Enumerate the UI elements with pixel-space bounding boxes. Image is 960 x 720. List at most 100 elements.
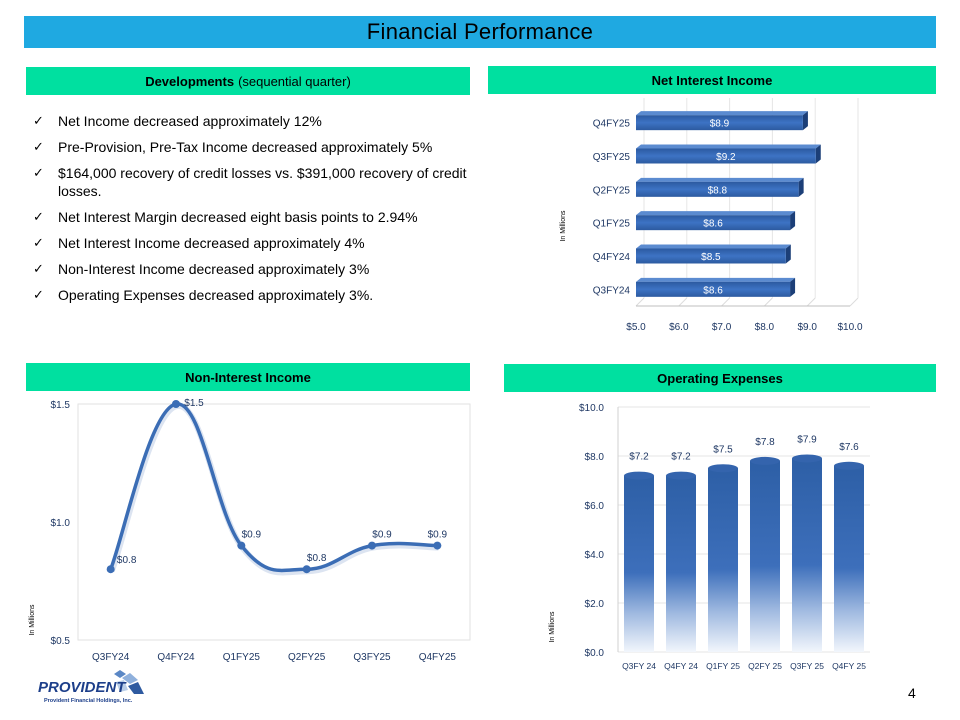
x-tick-label: Q3FY 25 [790, 661, 824, 671]
bar [636, 148, 816, 164]
bar-top [636, 277, 796, 282]
list-item-text: Net Income decreased approximately 12% [58, 113, 322, 129]
bar-value-label: $7.5 [713, 444, 733, 455]
plot-area [77, 403, 471, 641]
bar-side [798, 177, 804, 197]
opex-header: Operating Expenses [504, 364, 936, 392]
bar-value-label: $7.9 [797, 434, 817, 445]
bar [636, 115, 803, 131]
list-item: ✓ Net Interest Margin decreased eight bas… [30, 208, 475, 226]
bar-side [790, 277, 796, 297]
bar-value-label: $7.8 [755, 437, 775, 448]
bar-top [636, 244, 791, 249]
x-tick-label: Q4FY 24 [664, 661, 698, 671]
x-tick-label: Q2FY25 [288, 652, 326, 663]
nii-header: Net Interest Income [488, 66, 936, 94]
data-point [172, 400, 180, 408]
bar [624, 475, 654, 652]
checkmark-icon: ✓ [33, 235, 44, 250]
x-tick-label: $10.0 [837, 322, 862, 333]
line-shadow [108, 403, 439, 576]
bar-side [802, 111, 808, 131]
page-title-bar: Financial Performance [24, 16, 936, 48]
bar [708, 468, 738, 652]
grid-floor-line [721, 297, 730, 307]
data-label: $0.9 [372, 530, 392, 541]
checkmark-icon: ✓ [33, 165, 44, 180]
list-item: ✓ Pre-Provision, Pre-Tax Income decreased… [30, 138, 475, 156]
grid-floor-line [806, 297, 816, 307]
bar-value-label: $9.2 [716, 152, 736, 163]
list-item-text: Operating Expenses decreased approximate… [58, 287, 374, 303]
bar-side [790, 211, 796, 231]
y-tick-label: $1.0 [51, 518, 71, 529]
x-tick-label: Q4FY 25 [832, 661, 866, 671]
x-tick-label: Q2FY 25 [748, 661, 782, 671]
bar-cap [750, 456, 780, 465]
bar [636, 215, 791, 231]
y-tick-label: Q4FY24 [593, 252, 631, 263]
y-tick-label: $1.5 [51, 400, 71, 411]
bar-value-label: $8.8 [708, 185, 728, 196]
bar-top [636, 211, 796, 216]
list-item: ✓ $164,000 recovery of credit losses vs. … [30, 164, 475, 200]
x-tick-label: Q1FY 25 [706, 661, 740, 671]
y-tick-label: $4.0 [585, 550, 605, 561]
bar-cap [666, 471, 696, 480]
y-tick-label: $8.0 [585, 452, 605, 463]
x-tick-label: Q4FY25 [419, 652, 457, 663]
x-tick-label: $9.0 [797, 322, 817, 333]
list-item-text: Non-Interest Income decreased approximat… [58, 261, 370, 277]
bar [636, 281, 791, 297]
bar-value-label: $8.9 [710, 119, 730, 130]
bar-cap [834, 461, 864, 470]
bar-cap [792, 454, 822, 463]
bar-value-label: $8.5 [701, 252, 721, 263]
bar [666, 475, 696, 652]
logo-text: PROVIDENT [38, 679, 127, 696]
y-tick-label: $10.0 [579, 403, 604, 414]
grid-floor-line [764, 297, 773, 307]
developments-header-bold: Developments [145, 73, 235, 89]
x-tick-label: $7.0 [712, 322, 732, 333]
x-tick-label: $5.0 [626, 322, 646, 333]
grid-floor-line [678, 297, 688, 307]
bar [636, 248, 786, 264]
x-tick-label: $8.0 [755, 322, 775, 333]
provident-logo: PROVIDENT Provident Financial Holdings, … [38, 670, 144, 704]
list-item-text: $164,000 recovery of credit losses vs. $… [58, 165, 467, 199]
checkmark-icon: ✓ [33, 139, 44, 154]
noninterest-header: Non-Interest Income [26, 363, 470, 391]
list-item: ✓ Net Interest Income decreased approxima… [30, 234, 475, 252]
bar-value-label: $7.2 [629, 452, 649, 463]
list-item-text: Net Interest Margin decreased eight basi… [58, 209, 418, 225]
bar-top [636, 111, 808, 116]
grid-floor-line [635, 297, 645, 307]
data-label: $0.9 [242, 530, 262, 541]
bar [792, 458, 822, 652]
list-item-text: Net Interest Income decreased approximat… [58, 235, 365, 251]
bar-side [815, 144, 821, 164]
x-tick-label: Q1FY25 [223, 652, 261, 663]
checkmark-icon: ✓ [33, 113, 44, 128]
logo-subtext: Provident Financial Holdings, Inc. [44, 698, 133, 704]
bar-top [636, 177, 804, 182]
page-title: Financial Performance [366, 19, 594, 44]
y-tick-label: Q3FY25 [593, 152, 631, 163]
non-interest-income-chart: $0.5 $1.0 $1.5 $0.8 Q3FY24 $1.5 Q4FY24 $0.9 Q1FY… [29, 398, 471, 663]
y-tick-label: $6.0 [585, 501, 605, 512]
net-interest-income-chart: $5.0 $6.0 $7.0 $8.0 $9.0 $10.0 $8.6 Q3FY24 $8.5 Q… [560, 98, 863, 333]
list-item: ✓ Net Income decreased approximately 12% [30, 112, 475, 130]
x-tick-label: Q3FY 24 [622, 661, 656, 671]
grid-floor-line [849, 297, 859, 307]
checkmark-icon: ✓ [33, 287, 44, 302]
developments-list: ✓ Net Income decreased approximately 12% … [30, 112, 475, 312]
list-item-text: Pre-Provision, Pre-Tax Income decreased … [58, 139, 433, 155]
x-tick-label: Q3FY25 [353, 652, 391, 663]
y-axis-label: In Millions [560, 210, 567, 242]
operating-expenses-chart: $0.0 $2.0 $4.0 $6.0 $8.0 $10.0 $7.2 Q3FY 24 $7.2… [549, 403, 870, 671]
bar-side [785, 244, 791, 264]
bar-value-label: $8.6 [703, 285, 723, 296]
noninterest-title: Non-Interest Income [185, 369, 311, 385]
x-tick-label: Q3FY24 [92, 652, 130, 663]
